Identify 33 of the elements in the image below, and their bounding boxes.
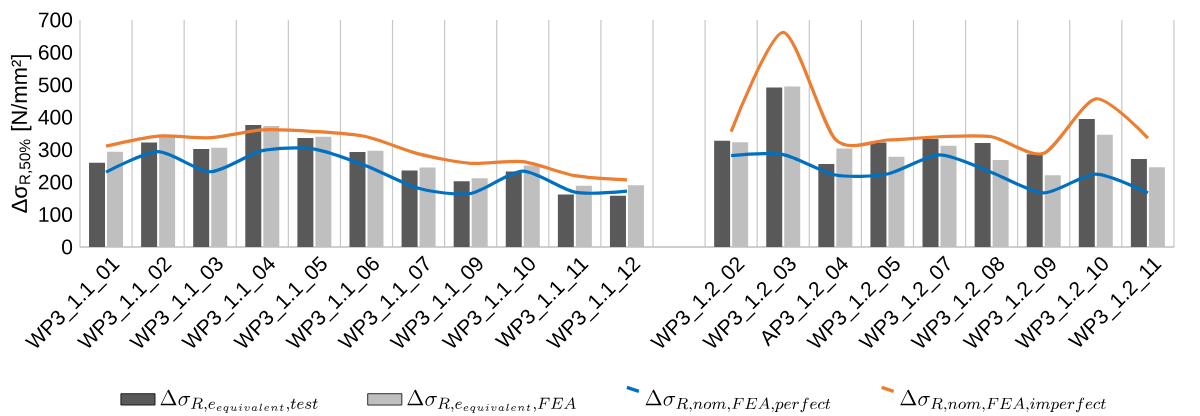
legend-label: $\Delta\sigma_{R,nom,FEA,perfect}$ [645,389,831,413]
bar [974,142,991,247]
y-tick-label: 400 [38,109,73,125]
bar [818,163,835,247]
y-tick-label: 0 [62,239,73,255]
bar [714,140,731,247]
bar [193,148,210,247]
bar [870,142,887,247]
bar [453,180,470,247]
bar [349,151,366,247]
bar [557,194,574,247]
bar [89,162,106,247]
bar [297,137,314,247]
y-tick-label: 100 [39,206,73,222]
bar [1026,154,1043,247]
y-tick-label: 600 [38,44,73,60]
bar [609,195,626,247]
y-tick-label: 500 [38,77,73,93]
legend-label: $\Delta\sigma_{R,e_{equivalent},test}$ [160,389,318,413]
bar [245,124,262,247]
bar [505,171,522,247]
bar [401,170,418,247]
legend-label: $\Delta\sigma_{R,nom,FEA,imperfect}$ [900,389,1106,413]
y-tick-label: 700 [38,12,73,28]
bar [141,142,158,247]
bar [1130,158,1147,247]
bar [766,87,783,247]
y-tick-label: 300 [38,142,73,157]
y-axis-title: Δσ$_{R,50%}$ [N/mm²] [10,54,33,213]
bar [1078,118,1095,247]
bar [922,138,939,247]
legend-label: $\Delta\sigma_{R,e_{equivalent},FEA}$ [407,389,576,413]
y-tick-label: 200 [38,174,73,190]
